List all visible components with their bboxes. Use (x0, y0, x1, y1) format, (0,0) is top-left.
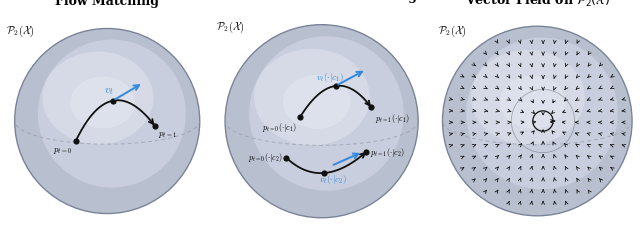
Text: $\mathcal{P}_2(\mathcal{X})$: $\mathcal{P}_2(\mathcal{X})$ (6, 24, 34, 39)
Ellipse shape (283, 75, 351, 129)
Text: $p_{t=0}(\cdot|c_1)$: $p_{t=0}(\cdot|c_1)$ (262, 121, 297, 134)
Ellipse shape (225, 25, 418, 218)
Point (281, 156, 291, 160)
Text: $\mathcal{P}_2(\mathcal{X})$: $\mathcal{P}_2(\mathcal{X})$ (438, 24, 467, 39)
Point (150, 124, 160, 127)
Point (331, 84, 341, 88)
Ellipse shape (442, 26, 632, 216)
Point (295, 115, 305, 118)
Text: $v_t$: $v_t$ (104, 86, 115, 97)
Text: $v_t(\cdot|c_1)$: $v_t(\cdot|c_1)$ (316, 71, 344, 84)
Ellipse shape (471, 50, 585, 145)
Ellipse shape (466, 38, 618, 189)
Ellipse shape (249, 36, 404, 191)
Point (70, 140, 81, 143)
Title: Conditional Flow Matching: Conditional Flow Matching (227, 0, 417, 3)
Text: $p_{t=1}(\cdot|c_1)$: $p_{t=1}(\cdot|c_1)$ (374, 112, 410, 125)
Text: $p_{t=1}(\cdot|c_2)$: $p_{t=1}(\cdot|c_2)$ (370, 146, 404, 159)
Ellipse shape (499, 75, 566, 129)
Point (361, 150, 371, 154)
Text: $\mathcal{P}_2(\mathcal{X})$: $\mathcal{P}_2(\mathcal{X})$ (216, 20, 244, 35)
Ellipse shape (38, 40, 186, 188)
Text: $p_{t=0}(\cdot|c_2)$: $p_{t=0}(\cdot|c_2)$ (248, 151, 283, 164)
Ellipse shape (15, 28, 200, 213)
Point (319, 171, 329, 175)
Ellipse shape (254, 49, 370, 145)
Ellipse shape (70, 77, 135, 128)
Title: Flow Matching: Flow Matching (55, 0, 159, 8)
Point (108, 99, 118, 103)
Title: Vector Field on $\mathcal{P}_2(\mathcal{X})$: Vector Field on $\mathcal{P}_2(\mathcal{… (465, 0, 610, 9)
Point (366, 105, 376, 109)
Ellipse shape (42, 52, 154, 144)
Text: $p_{t=0}$: $p_{t=0}$ (53, 146, 72, 156)
Text: $v_t(\cdot|c_2)$: $v_t(\cdot|c_2)$ (319, 173, 348, 186)
Text: $p_{t=1}$: $p_{t=1}$ (158, 130, 177, 140)
